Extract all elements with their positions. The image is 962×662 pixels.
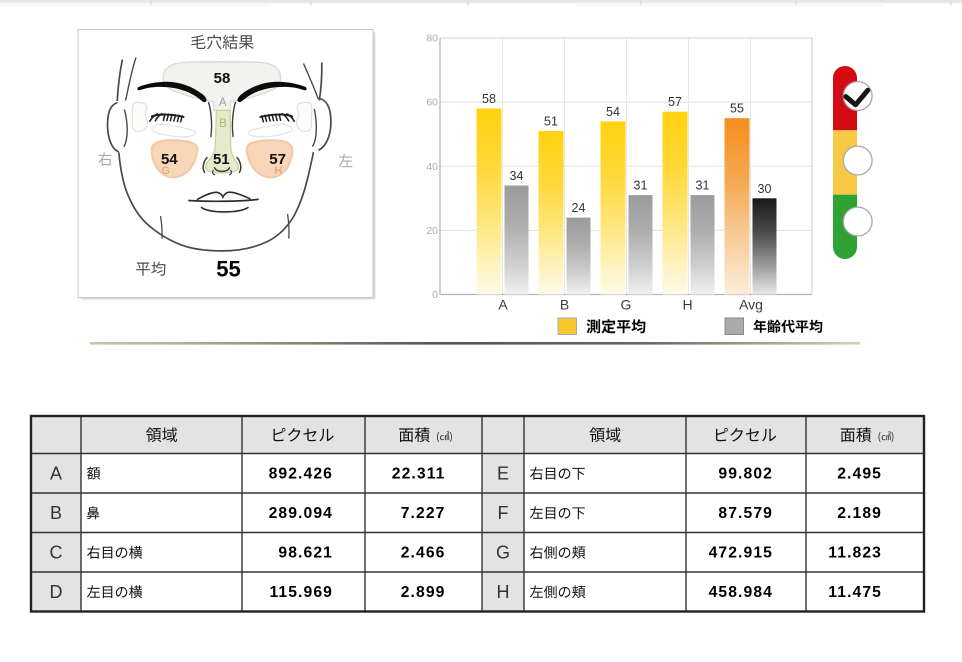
svg-text:80: 80 — [426, 33, 438, 45]
svg-text:40: 40 — [426, 161, 438, 173]
svg-text:A: A — [219, 97, 227, 109]
svg-text:99.802: 99.802 — [718, 466, 773, 483]
svg-text:A: A — [50, 464, 62, 484]
svg-text:57: 57 — [269, 151, 286, 168]
svg-text:0: 0 — [432, 289, 438, 301]
svg-text:60: 60 — [426, 97, 438, 109]
svg-text:31: 31 — [634, 179, 648, 193]
svg-text:20: 20 — [426, 225, 438, 237]
svg-text:892.426: 892.426 — [269, 466, 333, 483]
svg-text:289.094: 289.094 — [269, 505, 333, 522]
svg-text:B: B — [50, 503, 62, 523]
svg-text:34: 34 — [510, 169, 524, 183]
svg-text:H: H — [497, 582, 510, 602]
svg-text:G: G — [621, 297, 632, 313]
svg-text:G: G — [496, 543, 510, 563]
svg-text:C: C — [50, 543, 63, 563]
svg-text:7.227: 7.227 — [401, 505, 446, 522]
svg-text:A: A — [498, 297, 508, 313]
svg-text:F: F — [498, 503, 509, 523]
svg-text:98.621: 98.621 — [278, 545, 333, 562]
svg-text:55: 55 — [216, 256, 240, 281]
svg-text:87.579: 87.579 — [718, 505, 773, 522]
svg-text:2.495: 2.495 — [837, 466, 882, 483]
svg-text:22.311: 22.311 — [392, 466, 446, 483]
svg-text:2.899: 2.899 — [401, 584, 446, 601]
svg-text:11.823: 11.823 — [828, 545, 882, 562]
svg-text:58: 58 — [482, 92, 496, 106]
svg-text:H: H — [682, 297, 692, 313]
svg-text:472.915: 472.915 — [709, 545, 773, 562]
svg-text:54: 54 — [161, 151, 178, 168]
svg-text:24: 24 — [572, 201, 586, 215]
svg-text:51: 51 — [544, 115, 558, 129]
svg-text:54: 54 — [606, 105, 620, 119]
svg-text:57: 57 — [668, 95, 682, 109]
svg-text:2.466: 2.466 — [401, 545, 446, 562]
svg-text:458.984: 458.984 — [709, 584, 773, 601]
svg-text:30: 30 — [758, 182, 772, 196]
svg-text:31: 31 — [696, 179, 710, 193]
svg-text:58: 58 — [214, 70, 231, 87]
svg-text:2.189: 2.189 — [837, 505, 882, 522]
svg-text:H: H — [274, 165, 282, 177]
svg-text:G: G — [162, 165, 171, 177]
svg-text:Avg: Avg — [739, 297, 763, 313]
svg-text:D: D — [50, 582, 63, 602]
svg-text:51: 51 — [213, 151, 230, 168]
svg-text:B: B — [219, 118, 227, 130]
svg-text:B: B — [560, 297, 569, 313]
svg-text:115.969: 115.969 — [269, 584, 333, 601]
svg-text:11.475: 11.475 — [828, 584, 882, 601]
svg-text:55: 55 — [730, 102, 744, 116]
svg-text:E: E — [497, 464, 509, 484]
